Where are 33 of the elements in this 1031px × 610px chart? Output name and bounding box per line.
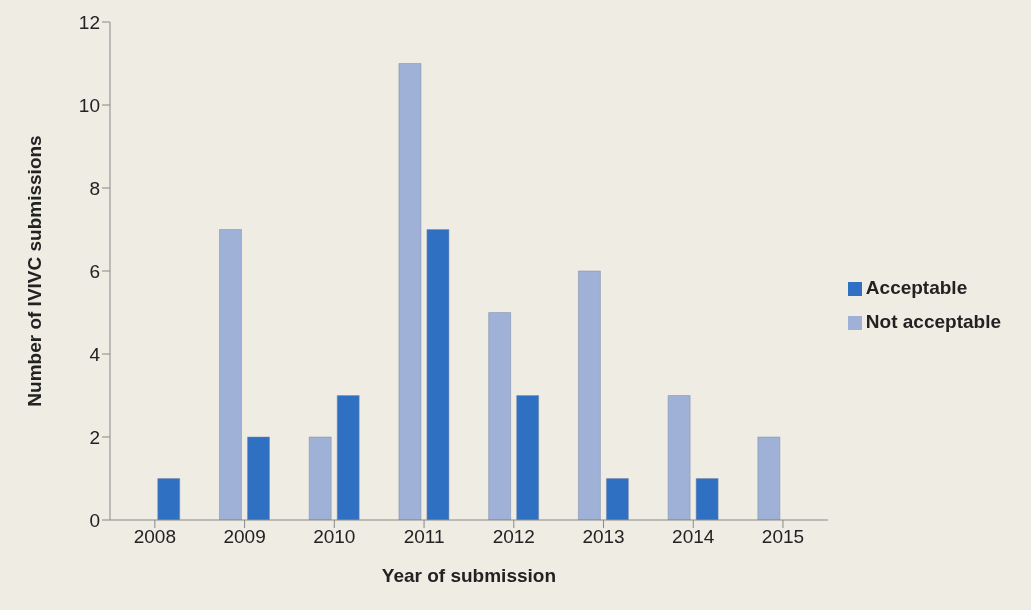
x-tick-label: 2012	[492, 526, 535, 548]
y-tick-label: 10	[78, 94, 100, 116]
bar	[516, 395, 539, 520]
x-tick-label: 2009	[223, 526, 266, 548]
bar	[308, 436, 332, 520]
y-tick-label: 4	[89, 343, 101, 365]
x-tick-label: 2014	[672, 526, 715, 548]
y-tick-label: 2	[89, 426, 100, 448]
x-tick-label: 2008	[133, 526, 177, 548]
x-tick-label: 2011	[403, 526, 445, 548]
bar	[667, 395, 691, 520]
legend-label: Acceptable	[865, 277, 968, 298]
bar	[695, 478, 719, 520]
bar	[336, 395, 360, 520]
bar	[157, 478, 180, 520]
bar	[398, 63, 422, 520]
x-tick-label: 2010	[313, 526, 356, 548]
bar	[488, 312, 511, 520]
bar	[606, 478, 629, 520]
bar	[247, 436, 270, 520]
y-axis-title: Number of IVIVC submissions	[23, 135, 45, 407]
bar	[426, 229, 450, 520]
x-tick-label: 2013	[582, 526, 625, 548]
legend-label: Not acceptable	[865, 311, 1001, 332]
bar	[757, 436, 781, 520]
bar	[219, 229, 242, 520]
x-axis-title: Year of submission	[381, 565, 557, 586]
bar	[578, 270, 601, 520]
x-tick-label: 2015	[761, 526, 805, 548]
y-tick-label: 0	[89, 509, 100, 531]
y-tick-label: 6	[89, 260, 100, 282]
y-tick-label: 12	[78, 11, 100, 33]
y-tick-label: 8	[89, 177, 100, 199]
